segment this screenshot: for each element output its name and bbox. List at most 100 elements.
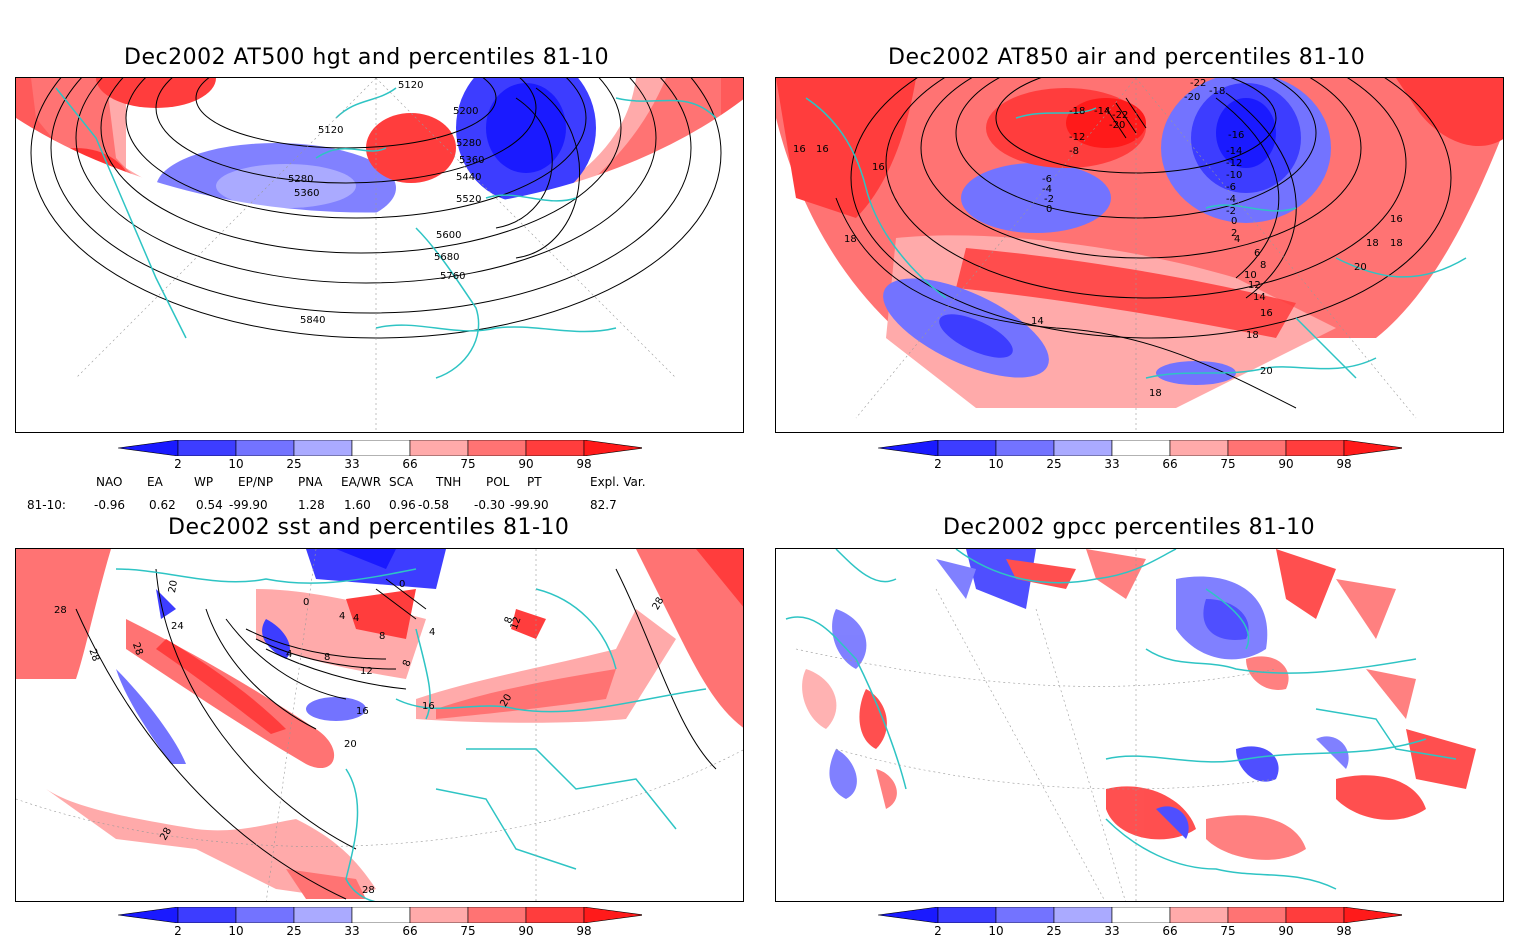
colorbar-swatch: [1343, 906, 1405, 924]
contour-label: 5280: [288, 174, 313, 185]
colorbar-swatch: [1227, 906, 1287, 924]
map-sst: 28 20 24 28 28 0 0 4 4 8 4 8 12 16 20 16…: [15, 548, 744, 902]
contour-label: -8: [1069, 146, 1079, 157]
colorbar-swatch: [293, 906, 353, 924]
index-header: POL: [486, 475, 510, 489]
colorbar-tick-label: 66: [1162, 457, 1178, 471]
map-gpcc: [775, 548, 1504, 902]
contour-label: -16: [1228, 130, 1244, 141]
colorbar-swatches: [117, 439, 645, 457]
index-value: 1.60: [344, 498, 371, 512]
colorbar-tick-label: 33: [344, 924, 360, 938]
index-header: Expl. Var.: [590, 475, 646, 489]
colorbar-swatch: [467, 906, 527, 924]
index-value: 0.96: [389, 498, 416, 512]
colorbar-tick-label: 66: [1162, 924, 1178, 938]
contour-label: 5120: [398, 80, 423, 91]
colorbar-tick-label: 25: [286, 457, 302, 471]
contour-label: 0: [303, 597, 309, 608]
colorbar-tick-label: 90: [518, 924, 534, 938]
colorbar-tick-label: 98: [576, 924, 592, 938]
colorbar-tick-label: 10: [988, 457, 1004, 471]
panel-title-air850: Dec2002 AT850 air and percentiles 81-10: [888, 45, 1366, 70]
colorbar-swatch: [1169, 906, 1229, 924]
contour-label: 0: [399, 579, 405, 590]
colorbar-swatch: [1285, 439, 1345, 457]
colorbar-swatch: [1111, 439, 1171, 457]
index-value: -0.58: [418, 498, 450, 512]
colorbar-tick-label: 66: [402, 457, 418, 471]
contour-label: 4: [339, 611, 345, 622]
contour-label: -14: [1226, 146, 1242, 157]
colorbar-tick-label: 98: [1336, 924, 1352, 938]
contour-label: 28: [86, 647, 101, 663]
contour-label: 12: [509, 615, 524, 631]
contour-label: -20: [1109, 120, 1125, 131]
contour-label: 28: [54, 605, 67, 616]
colorbar-swatch: [995, 439, 1055, 457]
contour-label: 18: [1149, 388, 1162, 399]
index-row-label: 81-10:: [27, 498, 66, 512]
colorbar-tick-label: 66: [402, 924, 418, 938]
contour-label: 16: [872, 162, 885, 173]
colorbar-swatch: [351, 439, 411, 457]
contour-label: 28: [130, 641, 145, 657]
contour-label: 5360: [459, 155, 484, 166]
index-header: WP: [194, 475, 214, 489]
contour-label: 2: [1231, 228, 1237, 239]
colorbar-tick-label: 2: [174, 457, 182, 471]
colorbar-air850: 2 10 25 33 66 75 90 98: [877, 439, 1405, 472]
colorbar-hgt500: 2 10 25 33 66 75 90 98: [117, 439, 645, 472]
colorbar-swatch: [525, 906, 585, 924]
colorbar-swatch: [1169, 439, 1229, 457]
colorbar-tick-label: 2: [174, 924, 182, 938]
colorbar-swatch: [293, 439, 353, 457]
colorbar-swatch: [409, 439, 469, 457]
contour-label: -12: [1226, 158, 1242, 169]
contour-label: 20: [1354, 262, 1367, 273]
contour-label: 16: [1390, 214, 1403, 225]
colorbar-tick-label: 10: [988, 924, 1004, 938]
index-header: EP/NP: [238, 475, 274, 489]
colorbar-tick-label: 75: [460, 457, 476, 471]
colorbar-tick-label: 90: [1278, 457, 1294, 471]
contour-label: 8: [324, 652, 330, 663]
index-value: 82.7: [590, 498, 617, 512]
contour-label: -6: [1042, 174, 1052, 185]
colorbar-tick-label: 2: [934, 457, 942, 471]
colorbar-swatch: [177, 906, 237, 924]
colorbar-ticks: 2 10 25 33 66 75 90 98: [118, 924, 642, 938]
contour-label: 0: [1231, 216, 1237, 227]
colorbar-swatch: [177, 439, 237, 457]
contour-label: 0: [1046, 204, 1052, 215]
colorbar-tick-label: 75: [1220, 924, 1236, 938]
colorbar-tick-label: 33: [344, 457, 360, 471]
index-value: -99.90: [510, 498, 549, 512]
contour-label: 5360: [294, 188, 319, 199]
contour-label: 16: [816, 144, 829, 155]
index-value: 0.62: [149, 498, 176, 512]
contour-label: 5680: [434, 252, 459, 263]
index-value: -0.30: [474, 498, 506, 512]
contour-label: 8: [1260, 260, 1266, 271]
contour-label: 8: [401, 658, 414, 668]
index-value: -0.96: [94, 498, 126, 512]
contour-label: -18: [1069, 106, 1085, 117]
colorbar-ticks: 2 10 25 33 66 75 90 98: [118, 457, 642, 471]
contour-label: -10: [1226, 170, 1242, 181]
contour-label: 5600: [436, 230, 461, 241]
contour-label: 4: [1234, 234, 1240, 245]
contour-label: 20: [167, 579, 180, 593]
colorbar-tick-label: 98: [576, 457, 592, 471]
colorbar-tick-label: 10: [228, 924, 244, 938]
colorbar-tick-label: 75: [460, 924, 476, 938]
colorbar-swatch: [117, 906, 179, 924]
colorbar-swatches: [117, 906, 645, 924]
contour-label: -22: [1190, 78, 1206, 89]
colorbar-swatch: [467, 439, 527, 457]
contour-label: 16: [422, 701, 435, 712]
colorbar-swatch: [351, 906, 411, 924]
contour-label: 20: [344, 739, 357, 750]
index-header: PT: [527, 475, 542, 489]
colorbar-swatch: [1053, 439, 1113, 457]
